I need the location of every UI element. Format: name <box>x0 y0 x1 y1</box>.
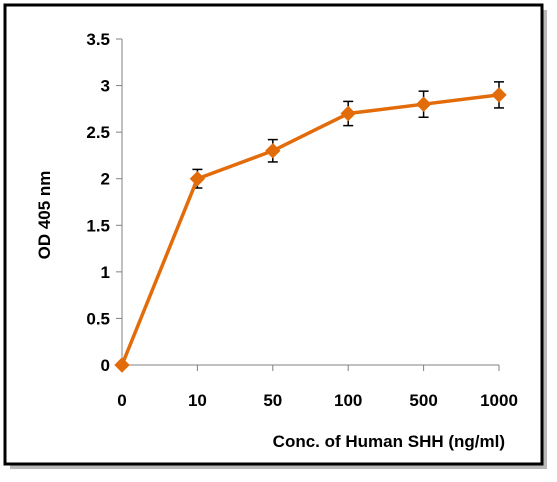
y-tick-label: 0 <box>101 356 110 375</box>
x-axis-title: Conc. of Human SHH (ng/ml) <box>273 432 505 451</box>
x-tick-label: 10 <box>188 391 207 410</box>
x-axis: 0 10 50 100 500 1000 <box>117 364 518 410</box>
y-tick-label: 3 <box>101 77 110 96</box>
x-tick-label: 500 <box>409 391 437 410</box>
x-tick-label: 50 <box>263 391 282 410</box>
series-line <box>120 93 500 366</box>
y-tick-label: 2.5 <box>86 123 110 142</box>
y-axis-title: OD 405 nm <box>35 171 54 260</box>
data-point <box>114 357 130 373</box>
y-axis: 0 0.5 1 1.5 2 2.5 3 3.5 <box>86 30 123 375</box>
y-tick-label: 0.5 <box>86 309 110 328</box>
data-point <box>491 87 507 103</box>
x-tick-label: 1000 <box>480 391 518 410</box>
data-point <box>265 143 281 159</box>
data-point <box>415 96 432 112</box>
data-point <box>340 105 356 122</box>
x-tick-label: 0 <box>117 391 126 410</box>
x-tick-label: 100 <box>334 391 362 410</box>
data-point <box>189 171 206 187</box>
y-tick-label: 2 <box>101 170 110 189</box>
chart-frame <box>3 3 544 466</box>
y-tick-label: 1 <box>101 263 110 282</box>
y-tick-label: 3.5 <box>86 30 110 49</box>
y-tick-label: 1.5 <box>86 216 110 235</box>
series-group <box>114 81 507 373</box>
